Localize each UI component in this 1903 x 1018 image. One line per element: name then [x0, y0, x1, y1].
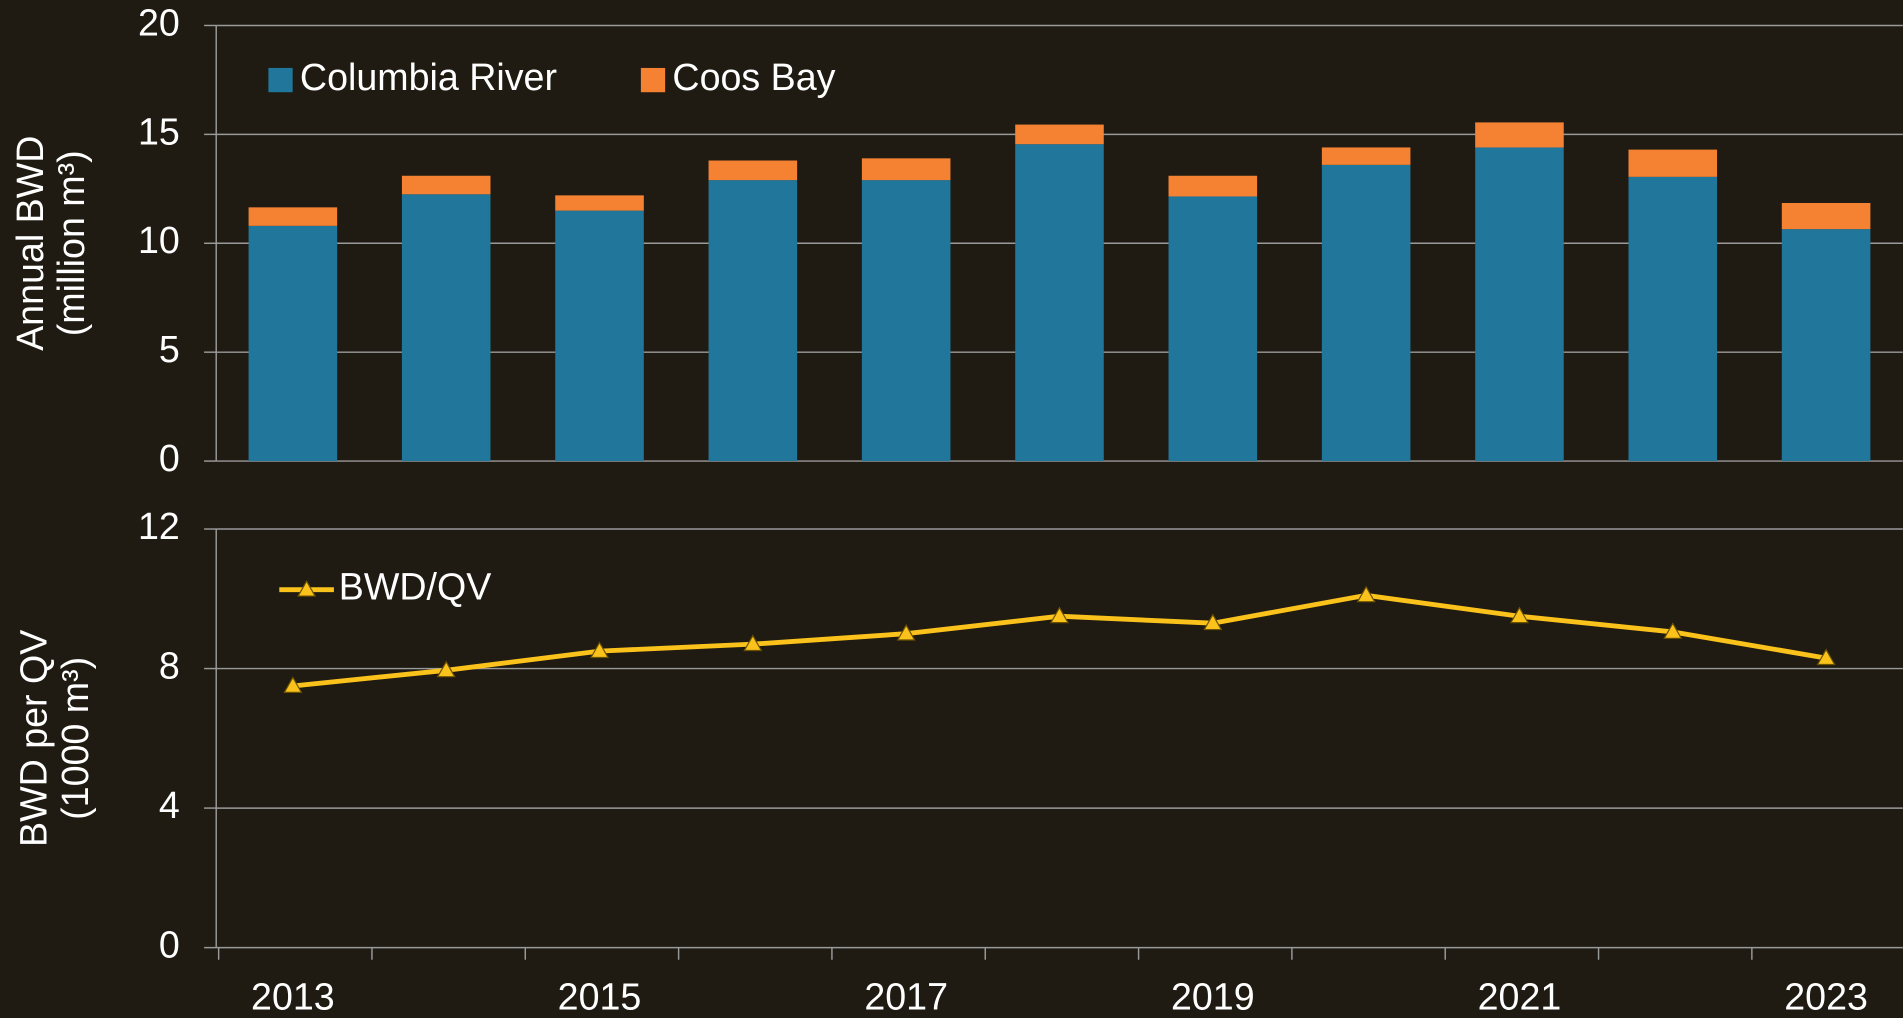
bar-segment	[248, 225, 338, 462]
point-marker	[1203, 613, 1223, 631]
point-marker	[1049, 606, 1070, 624]
point-marker	[896, 623, 916, 641]
y-tick-label: 15	[138, 110, 180, 152]
legend-swatch	[640, 67, 666, 93]
x-tick-label: 2023	[1784, 976, 1868, 1018]
bar-segment	[1781, 202, 1871, 230]
point-marker	[1816, 648, 1836, 666]
point-marker	[1509, 606, 1529, 624]
x-tick-label: 2015	[558, 976, 642, 1018]
bar-segment	[555, 195, 644, 211]
y-axis-label: BWD per QV (1000 m³)	[13, 630, 96, 847]
point-marker	[436, 660, 456, 678]
point-marker	[283, 676, 303, 693]
x-tick-label: 2017	[864, 976, 948, 1018]
legend-marker	[297, 579, 317, 597]
bar-segment	[1475, 122, 1564, 148]
bar-segment	[401, 175, 491, 195]
bar-segment	[1168, 175, 1258, 197]
bar-segment	[1321, 147, 1411, 165]
bar-segment	[248, 207, 338, 226]
bar-segment	[861, 180, 951, 462]
bar-segment	[1475, 147, 1564, 462]
y-tick-label: 4	[159, 784, 180, 826]
point-marker	[1356, 585, 1376, 603]
y-axis-label-line: Annual BWD	[9, 136, 51, 351]
bar-segment	[1015, 124, 1104, 145]
bar-segment	[1321, 164, 1411, 462]
legend-swatch	[268, 67, 293, 93]
y-tick-label: 0	[159, 437, 180, 479]
bar-segment	[1628, 176, 1718, 462]
bar-segment	[1781, 229, 1871, 462]
bar-segment	[708, 180, 798, 462]
y-tick-label: 8	[159, 644, 180, 686]
y-axis-label: Annual BWD (million m³)	[9, 136, 92, 351]
bar-segment	[1168, 196, 1258, 462]
bar-segment	[1015, 144, 1104, 462]
y-tick-label: 20	[138, 1, 180, 43]
bar-segment	[861, 158, 951, 181]
point-marker	[1663, 622, 1683, 639]
y-axis-label-line: (1000 m³)	[54, 657, 96, 820]
y-tick-label: 12	[138, 505, 180, 547]
legend-label: Columbia River	[300, 56, 557, 98]
point-marker	[589, 641, 610, 659]
y-axis-label-line: BWD per QV	[13, 630, 55, 847]
bar-segment	[555, 210, 644, 462]
legend-label: BWD/QV	[339, 566, 492, 608]
bar-segment	[401, 194, 491, 462]
legend-label: Coos Bay	[672, 56, 835, 98]
y-axis-label-line: (million m³)	[50, 150, 92, 336]
point-marker	[743, 634, 763, 652]
y-tick-label: 0	[159, 924, 180, 966]
x-tick-label: 2019	[1171, 976, 1255, 1018]
x-tick-label: 2021	[1478, 976, 1562, 1018]
y-tick-label: 5	[159, 328, 180, 370]
y-tick-label: 10	[138, 219, 180, 261]
bar-segment	[708, 160, 798, 181]
bar-segment	[1628, 149, 1718, 177]
x-tick-label: 2013	[251, 976, 335, 1018]
